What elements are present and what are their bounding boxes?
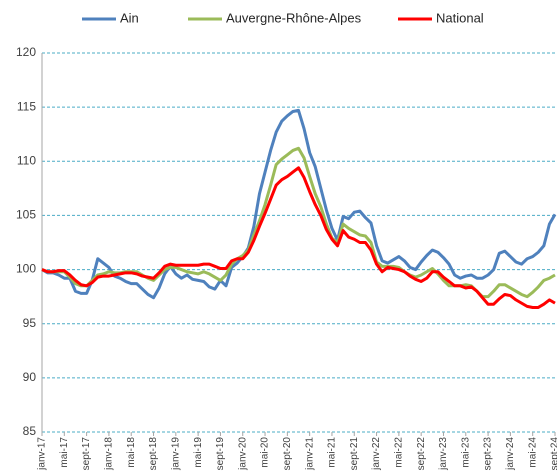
x-tick-label: mai-24 [527,437,538,468]
x-tick-label: sept-21 [349,437,360,471]
y-tick-label: 110 [17,153,36,167]
x-tick-label: mai-20 [260,437,271,468]
x-tick-label: mai-17 [59,437,70,468]
x-tick-label: janv-24 [505,437,516,471]
x-tick-label: sept-20 [282,437,293,471]
x-tick-label: janv-23 [438,437,449,471]
y-tick-label: 90 [23,370,37,384]
x-tick-label: mai-18 [126,437,137,468]
x-tick-label: janv-22 [371,437,382,471]
x-tick-label: janv-18 [104,437,115,471]
y-tick-label: 85 [23,424,37,438]
series-line [41,166,556,309]
legend-label: National [436,10,484,25]
x-tick-label: mai-22 [394,437,405,468]
x-tick-label: mai-19 [193,437,204,468]
y-tick-label: 95 [23,316,37,330]
x-tick-label: sept-17 [81,437,92,471]
x-tick-label: mai-21 [327,437,338,468]
x-tick-label: sept-19 [215,437,226,471]
x-tick-label: sept-18 [148,437,159,471]
x-tick-label: sept-24 [550,437,557,471]
series-line [41,108,557,300]
x-tick-label: janv-19 [170,437,181,471]
x-tick-label: sept-22 [416,437,427,471]
x-tick-label: janv-21 [304,437,315,471]
legend-label: Auvergne-Rhône-Alpes [226,10,362,25]
legend-label: Ain [120,10,139,25]
x-tick-label: janv-17 [37,437,48,471]
y-tick-label: 115 [17,99,36,113]
y-tick-label: 105 [16,208,36,222]
y-tick-label: 120 [16,45,36,59]
x-tick-label: janv-20 [237,437,248,471]
x-tick-label: sept-23 [483,437,494,471]
x-tick-label: mai-23 [460,437,471,468]
y-tick-label: 100 [16,262,36,276]
